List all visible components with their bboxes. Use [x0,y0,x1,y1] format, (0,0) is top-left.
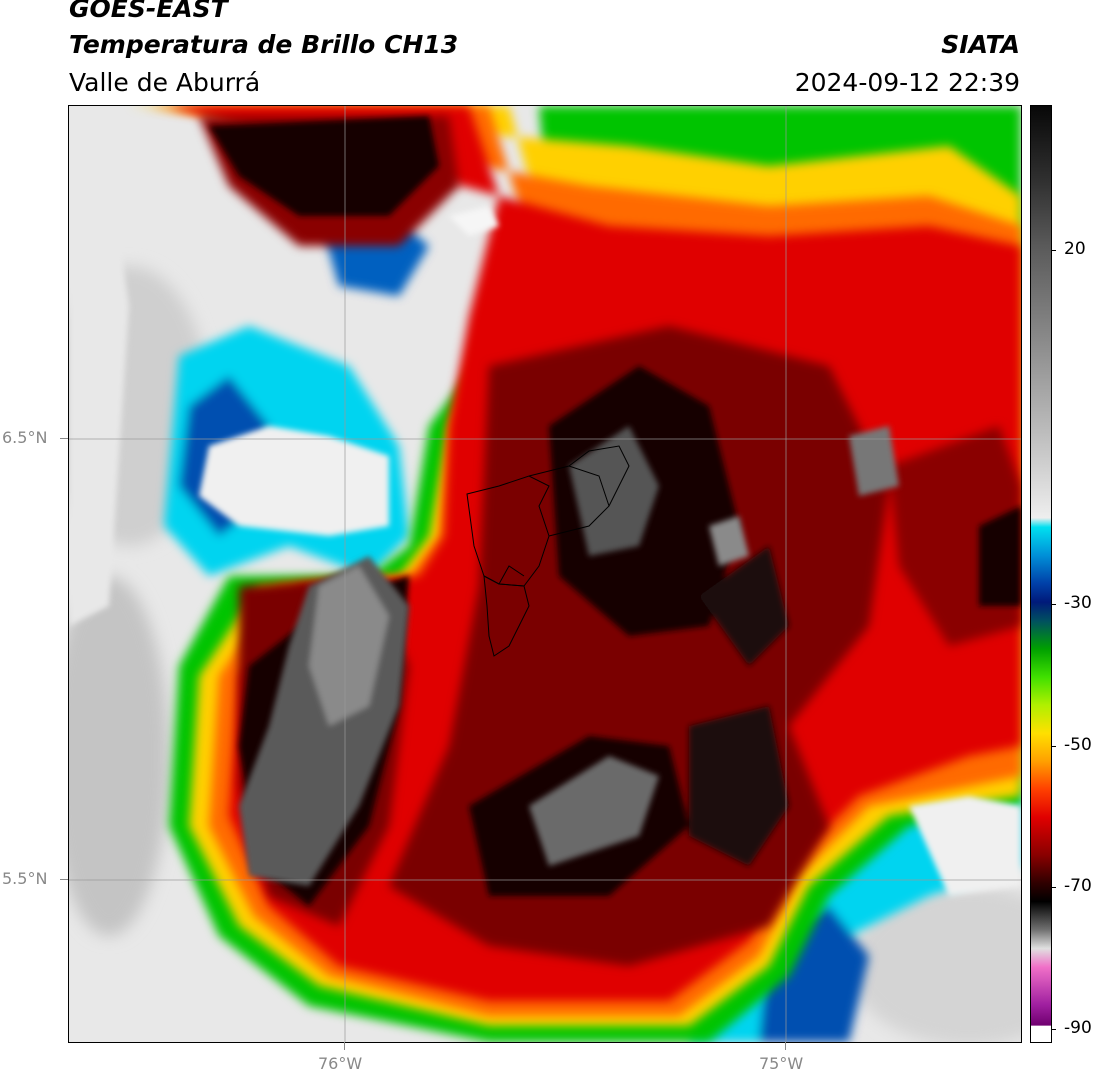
lat-label-6.5: 6.5°N [2,428,48,447]
colorbar-label-minus90: -90 [1064,1018,1092,1038]
lat-label-5.5: 5.5°N [2,869,48,888]
lat-tick [60,438,68,439]
municipality-boundary [568,445,630,507]
municipality-boundary [528,465,610,537]
agency-label: SIATA [941,30,1020,59]
colorbar-tick [1051,887,1056,888]
colorbar-gradient [1031,106,1051,1042]
lat-tick [60,879,68,880]
colorbar-label-minus50: -50 [1064,735,1092,755]
lon-label-75: 75°W [759,1054,804,1073]
satellite-map[interactable] [68,105,1022,1043]
brightness-temperature-field [69,106,1021,1042]
colorbar-label-minus30: -30 [1064,593,1092,613]
product-title: Temperatura de Brillo CH13 [69,30,459,59]
colorbar-tick [1051,746,1056,747]
satellite-title: GOES-EAST [69,0,228,23]
municipality-boundary [466,475,550,587]
lon-tick [785,1042,786,1050]
municipality-boundary [483,575,530,657]
colorbar-tick [1051,1029,1056,1030]
colorbar-label-20: 20 [1064,239,1086,259]
region-label: Valle de Aburrá [69,68,261,97]
municipality-boundary [498,565,525,585]
colorbar-label-minus70: -70 [1064,876,1092,896]
colorbar-tick [1051,250,1056,251]
lon-tick [344,1042,345,1050]
colorbar-tick [1051,604,1056,605]
colorbar [1030,105,1052,1043]
datetime-label: 2024-09-12 22:39 [794,68,1020,97]
lon-label-76: 76°W [318,1054,363,1073]
